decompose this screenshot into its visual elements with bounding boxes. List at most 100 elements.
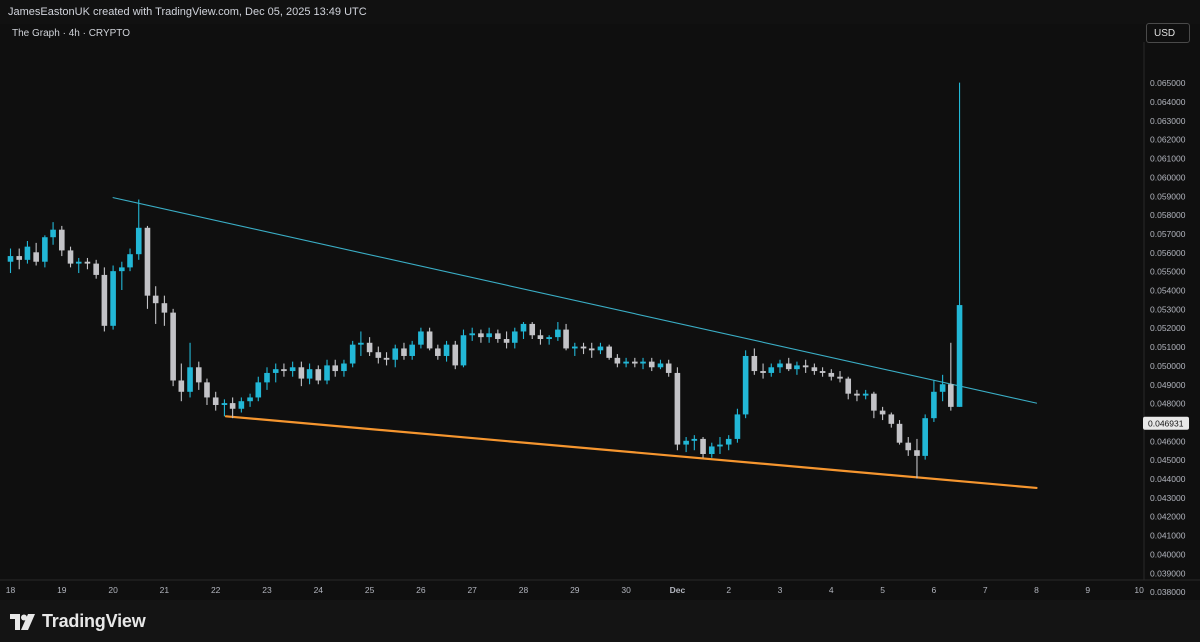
- support-trend-line: [224, 415, 1038, 490]
- candle-body: [229, 403, 236, 409]
- candle-body: [905, 442, 912, 451]
- price-tick-label: 0.056000: [1150, 248, 1186, 258]
- candle-body: [742, 355, 749, 415]
- tradingview-logo[interactable]: TradingView: [10, 611, 146, 632]
- candle-body: [247, 397, 253, 402]
- price-tick-label: 0.048000: [1150, 399, 1186, 409]
- price-tick-label: 0.063000: [1150, 116, 1186, 126]
- candle-body: [101, 274, 108, 326]
- candle-body: [418, 331, 424, 345]
- candle-body: [572, 346, 578, 349]
- candle-body: [563, 329, 569, 349]
- candle-body: [460, 335, 467, 366]
- candle-body: [503, 339, 510, 343]
- candle-body: [751, 355, 758, 372]
- candle-body: [948, 384, 954, 407]
- candle-body: [272, 369, 279, 373]
- footer-bar: [0, 600, 1200, 642]
- price-tick-label: 0.053000: [1150, 304, 1186, 314]
- candle-body: [760, 371, 766, 373]
- candle-body: [708, 446, 715, 454]
- time-tick-label: 3: [778, 585, 783, 595]
- candle-body: [588, 348, 595, 351]
- price-tick-label: 0.055000: [1150, 267, 1186, 277]
- price-tick-label: 0.060000: [1150, 172, 1186, 182]
- candle-body: [289, 367, 296, 372]
- candle-body: [315, 369, 322, 381]
- candle-body: [956, 305, 963, 407]
- candle-body: [871, 393, 877, 411]
- symbol-label[interactable]: The Graph · 4h · CRYPTO: [12, 28, 131, 39]
- price-tick-label: 0.065000: [1150, 78, 1186, 88]
- currency-button[interactable]: USD: [1146, 23, 1190, 43]
- candle-body: [734, 414, 741, 439]
- candle-body: [84, 261, 91, 264]
- candle-body: [674, 372, 681, 445]
- candle-body: [845, 378, 852, 394]
- time-tick-label: 22: [211, 585, 221, 595]
- time-tick-label: 23: [262, 585, 272, 595]
- price-tick-label: 0.043000: [1150, 493, 1186, 503]
- candle-body: [802, 365, 809, 368]
- time-tick-label: 24: [314, 585, 324, 595]
- price-tick-label: 0.041000: [1150, 531, 1186, 541]
- candle-body: [546, 337, 552, 340]
- candle-body: [931, 391, 937, 419]
- price-axis[interactable]: 0.065000 0.064000 0.063000 0.062000 0.061000…: [1143, 78, 1189, 597]
- time-tick-label: 25: [365, 585, 375, 595]
- time-tick-label: 4: [829, 585, 834, 595]
- candle-body: [161, 303, 168, 313]
- candle-body: [777, 363, 783, 368]
- candle-body: [632, 361, 638, 364]
- candle-body: [768, 367, 775, 373]
- candle-body: [127, 254, 133, 268]
- candle-body: [469, 333, 475, 336]
- candle-body: [67, 250, 74, 264]
- candle-body: [298, 367, 305, 379]
- chart-frame[interactable]: [0, 24, 1200, 604]
- price-tick-label: 0.044000: [1150, 474, 1186, 484]
- candle-body: [665, 363, 672, 373]
- price-tick-label: 0.046000: [1150, 436, 1186, 446]
- candle-body: [255, 382, 262, 398]
- candle-body: [794, 365, 800, 370]
- time-tick-label: 27: [467, 585, 477, 595]
- candle-body: [401, 348, 407, 356]
- candle-body: [486, 333, 492, 338]
- last-price-marker: [1143, 416, 1189, 430]
- price-tick-label: 0.054000: [1150, 286, 1186, 296]
- candle-body: [914, 450, 920, 456]
- candle-body: [144, 227, 151, 296]
- candle-body: [59, 229, 65, 251]
- candle-body: [24, 246, 31, 260]
- trend-lines: [112, 197, 1038, 490]
- candle-body: [580, 346, 587, 349]
- time-axis[interactable]: 18 19 20 21 22 23 24 25 26 27 28 29 30 Dec 2 3 4 5 6 7 8 9 10: [6, 585, 1144, 595]
- candle-body: [640, 361, 646, 364]
- price-tick-label: 0.061000: [1150, 154, 1186, 164]
- candle-body: [700, 438, 706, 454]
- candlestick-chart[interactable]: 0.065000 0.064000 0.063000 0.062000 0.061000…: [0, 0, 1200, 600]
- candle-body: [375, 352, 382, 358]
- candle-body: [606, 346, 612, 358]
- price-tick-label: 0.039000: [1150, 568, 1186, 578]
- candle-body: [520, 323, 527, 332]
- candle-body: [828, 372, 835, 377]
- candle-body: [178, 380, 185, 392]
- candle-body: [725, 438, 732, 445]
- candle-body: [922, 418, 928, 456]
- candle-body: [939, 384, 946, 392]
- time-tick-label: 18: [6, 585, 16, 595]
- grid: [0, 42, 1200, 581]
- candle-body: [597, 346, 604, 351]
- candle-body: [811, 367, 818, 372]
- candle-body: [170, 312, 176, 381]
- price-tick-label: 0.064000: [1150, 97, 1186, 107]
- price-tick-label: 0.049000: [1150, 380, 1186, 390]
- candle-body: [452, 344, 459, 366]
- candle-body: [717, 444, 723, 447]
- candle-body: [187, 367, 193, 392]
- candle-body: [683, 440, 689, 445]
- price-tick-label: 0.038000: [1150, 587, 1186, 597]
- resistance-trend-line: [112, 197, 1038, 404]
